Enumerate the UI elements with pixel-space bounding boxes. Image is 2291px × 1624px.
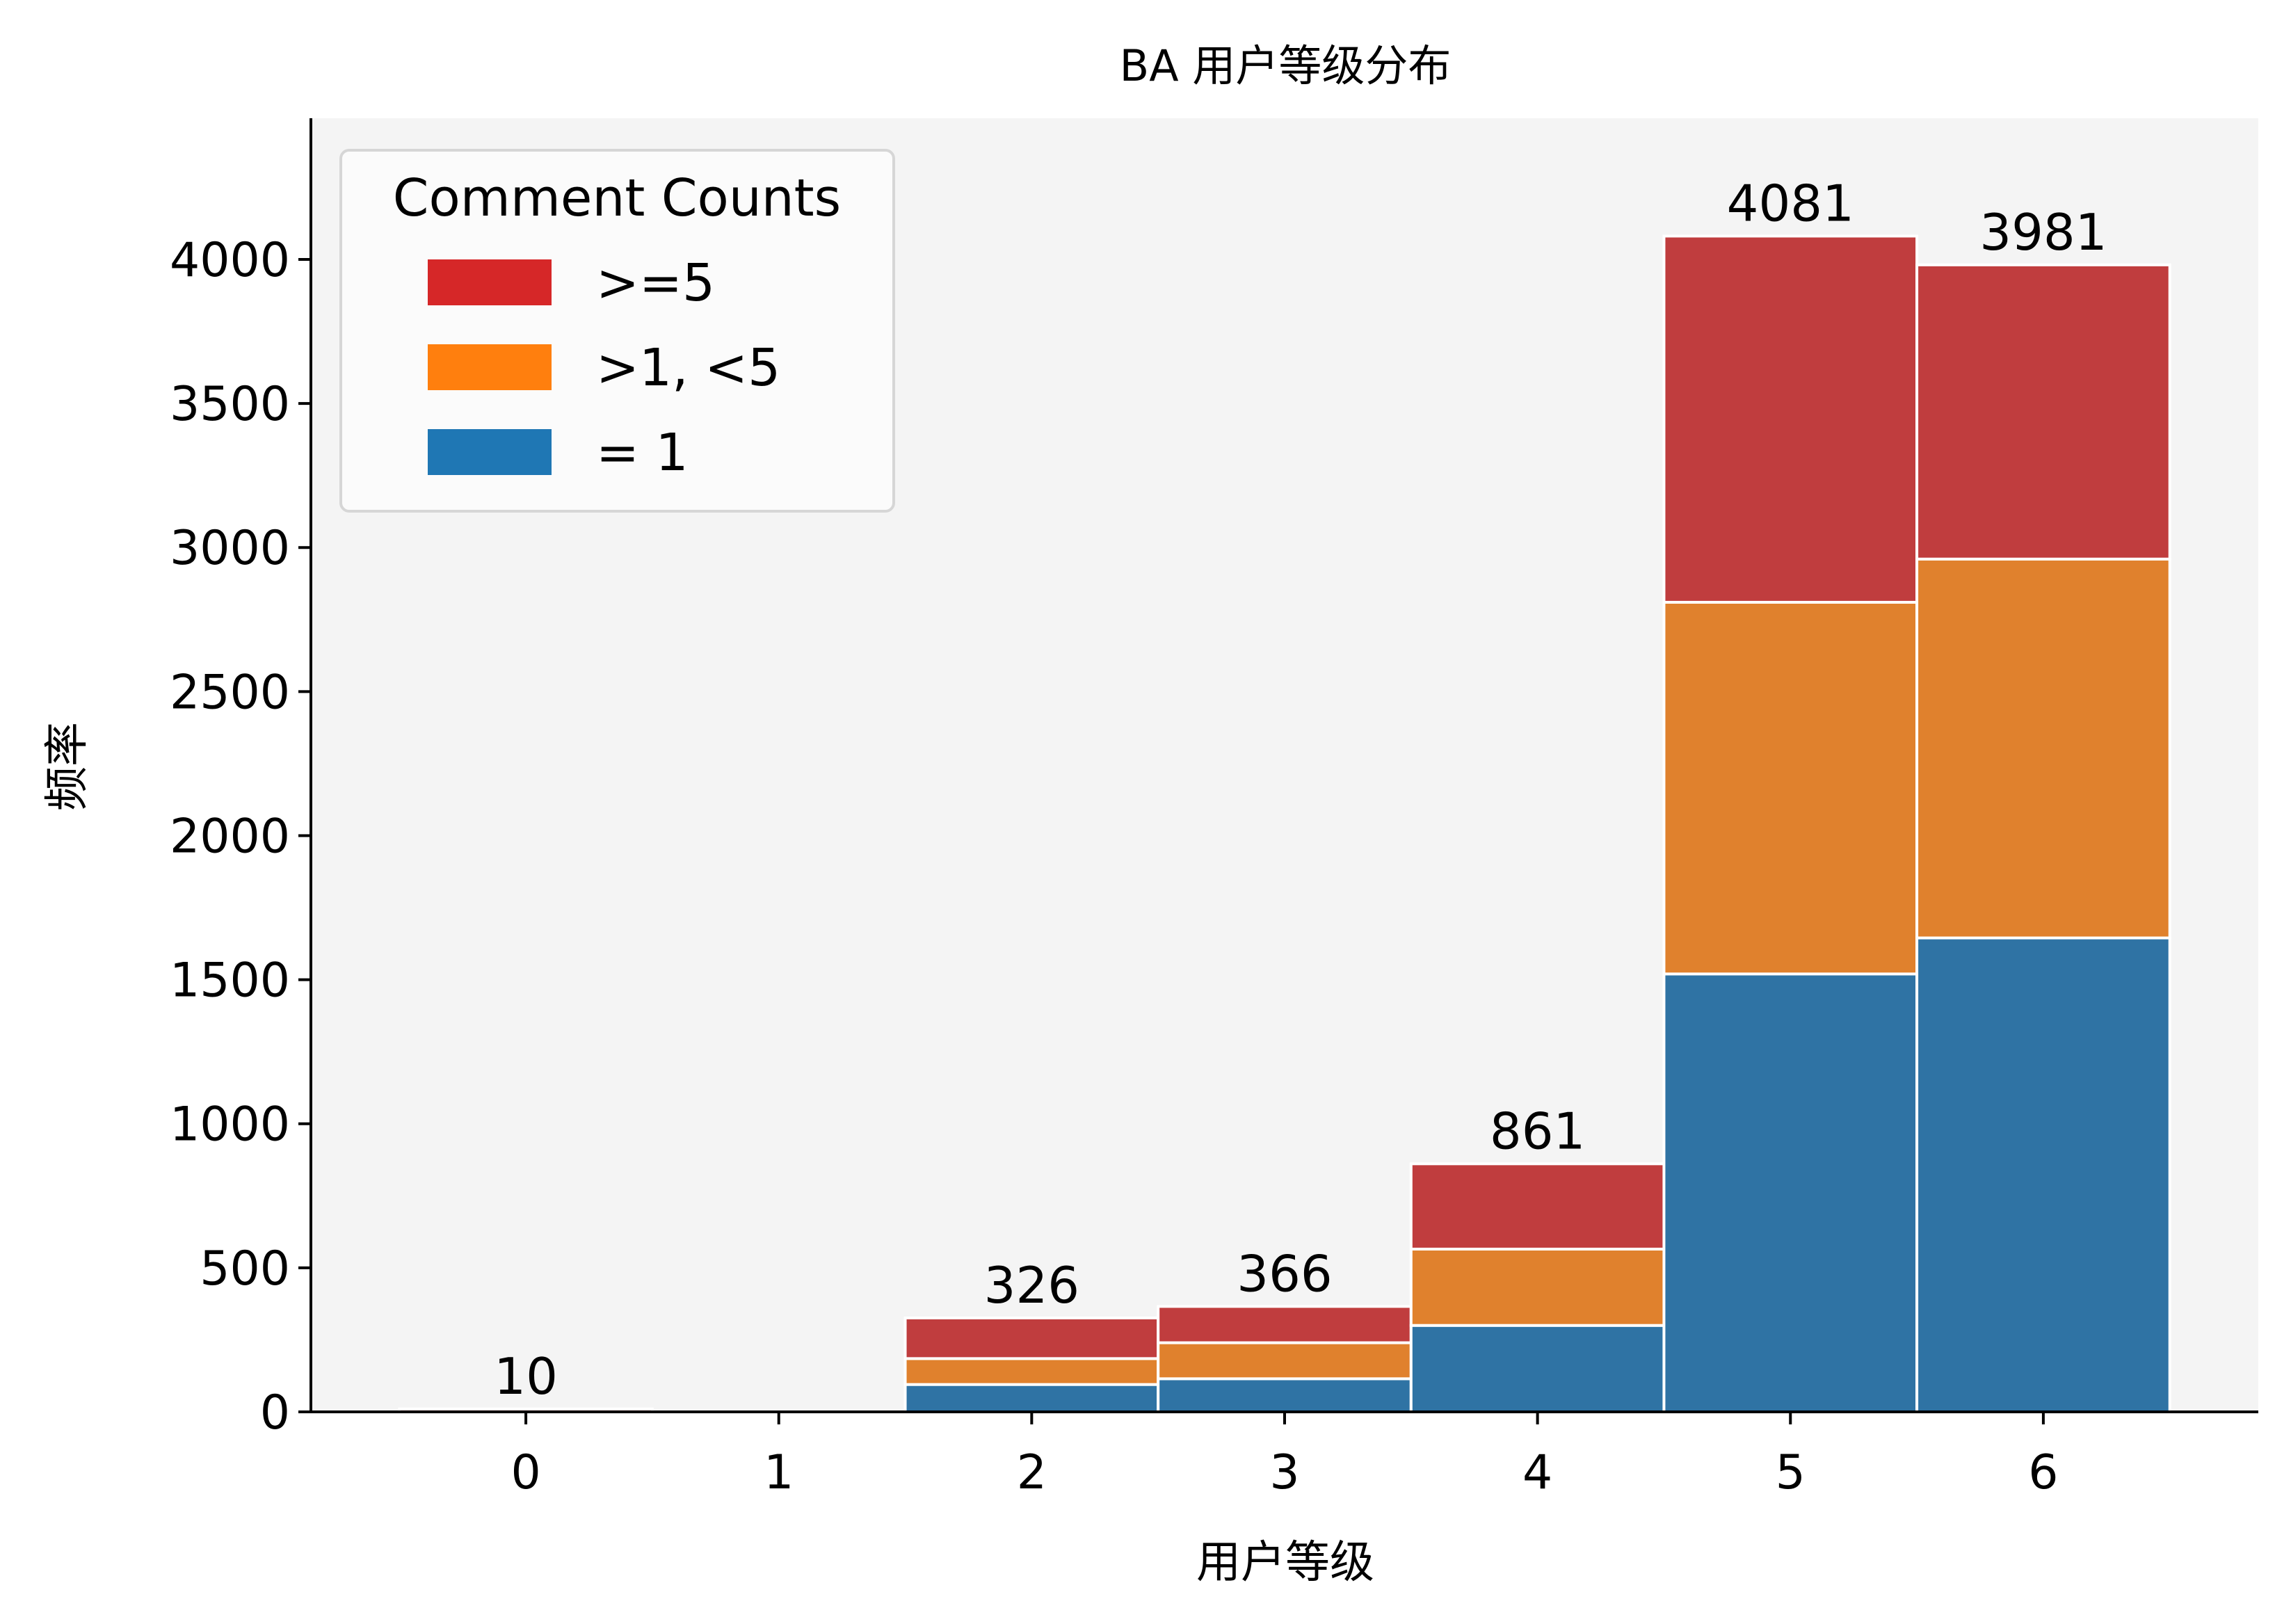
bar-total-label-4: 861	[1490, 1102, 1585, 1160]
bar-total-label-2: 326	[984, 1256, 1079, 1315]
legend-label: = 1	[596, 423, 689, 483]
y-tick-label: 500	[200, 1241, 290, 1296]
legend-swatch	[428, 259, 552, 305]
bar-segment-4-series-0	[1409, 1324, 1666, 1414]
legend-items: >=5 >1, <5 = 1	[428, 253, 780, 483]
x-tick-label: 0	[511, 1445, 540, 1500]
bar-segment-5-series-0	[1662, 972, 1919, 1414]
bar-segment-3-series-0	[1157, 1377, 1413, 1414]
bar-segment-2-series-0	[903, 1383, 1160, 1413]
bar-total-label-6: 3981	[1979, 203, 2107, 262]
bar-segment-3-series-1	[1157, 1341, 1413, 1381]
bar-labels-layer: 10 326 366 861 4081 3981	[494, 174, 2107, 1405]
bar-total-label-5: 4081	[1727, 174, 1854, 232]
y-tick-label: 3000	[170, 521, 290, 576]
x-tick-label: 3	[1269, 1445, 1299, 1500]
x-axis-label: 用户等级	[1196, 1537, 1374, 1589]
x-tick-label: 1	[764, 1445, 794, 1500]
legend-title: Comment Counts	[393, 168, 841, 228]
y-tick-label: 3500	[170, 377, 290, 432]
y-axis-label: 频率	[42, 722, 93, 811]
bar-total-label-3: 366	[1237, 1244, 1332, 1303]
legend-label: >=5	[596, 253, 715, 313]
bar-segment-6-series-2	[1915, 263, 2171, 561]
legend: Comment Counts >=5 >1, <5 = 1	[339, 149, 895, 513]
bar-segment-2-series-1	[903, 1357, 1160, 1386]
legend-swatch	[428, 344, 552, 390]
bar-segment-6-series-1	[1915, 557, 2171, 940]
bar-total-label-0: 10	[494, 1347, 558, 1406]
y-tick-label: 1000	[170, 1098, 290, 1152]
x-tick-label: 4	[1522, 1445, 1552, 1500]
y-tick-label: 2500	[170, 665, 290, 720]
bar-segment-6-series-0	[1915, 936, 2171, 1413]
bar-segment-3-series-2	[1157, 1305, 1413, 1344]
y-ticks: 0 500 1000 1500 2000 2500 3000 3500 4000	[170, 233, 311, 1440]
x-tick-label: 5	[1776, 1445, 1806, 1500]
x-tick-label: 6	[2028, 1445, 2058, 1500]
chart-title: BA 用户等级分布	[1120, 40, 1452, 91]
bar-segment-4-series-2	[1409, 1162, 1666, 1251]
y-tick-label: 4000	[170, 233, 290, 288]
bar-segment-4-series-1	[1409, 1247, 1666, 1327]
bars-layer	[398, 234, 2171, 1414]
bar-segment-2-series-2	[903, 1316, 1160, 1360]
legend-swatch	[428, 429, 552, 475]
bar-segment-5-series-1	[1662, 600, 1919, 976]
x-tick-label: 2	[1017, 1445, 1047, 1500]
y-tick-label: 2000	[170, 809, 290, 864]
bar-segment-5-series-2	[1662, 234, 1919, 604]
x-ticks: 0 1 2 3 4 5 6	[511, 1412, 2059, 1500]
y-tick-label: 0	[260, 1385, 290, 1440]
y-tick-label: 1500	[170, 954, 290, 1008]
legend-frame	[339, 149, 895, 513]
legend-label: >1, <5	[596, 338, 780, 398]
